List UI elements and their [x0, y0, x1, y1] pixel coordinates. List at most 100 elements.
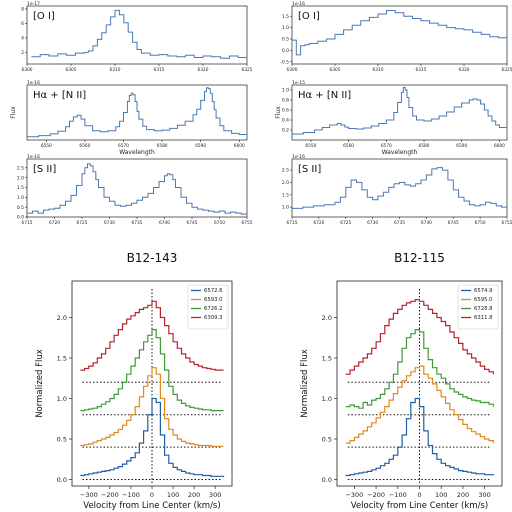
y-axis-label: Flux	[275, 106, 282, 119]
y-tick-label: 0.5	[282, 37, 289, 43]
y-tick-label: 1.0	[282, 205, 289, 211]
x-tick-label: 6580	[157, 143, 168, 149]
x-tick-label: 6570	[381, 143, 392, 149]
legend-entry: 6726.2	[204, 306, 223, 312]
x-tick-label: 6315	[416, 67, 427, 73]
y-tick-label: 0.0	[17, 215, 24, 221]
spectrum-panel-5: [S II] 1e-16 6715 6720 6725 6730 6735 6740 6745 6…	[282, 154, 512, 226]
panel-label: [O I]	[298, 11, 320, 22]
y-tick-label: 2.0	[282, 180, 289, 186]
x-tick-label: 0	[417, 491, 421, 499]
x-tick-label: 6550	[41, 143, 52, 149]
x-tick-label: 6320	[459, 67, 470, 73]
x-tick-label: 6730	[104, 220, 115, 226]
x-tick-label: 6735	[394, 220, 405, 226]
legend-entry: 6728.8	[474, 306, 493, 312]
x-axis-label: Velocity from Line Center (km/s)	[83, 501, 220, 511]
y-tick-label: 8	[21, 7, 24, 13]
spectrum-panel-3: [O I] 1e-16 6300 6305 6310 6315 6320 6325 -0.5 0.…	[280, 1, 512, 73]
object-title: B12-143	[127, 251, 178, 265]
x-tick-label: 100	[167, 491, 179, 499]
x-tick-label: 6590	[195, 143, 206, 149]
panel-label: [O I]	[33, 11, 55, 22]
offset-label: 1e-15	[292, 80, 305, 86]
x-tick-label: −300	[345, 491, 363, 499]
x-tick-label: 6755	[242, 220, 253, 226]
legend-entry: 6572.6	[204, 288, 223, 294]
x-tick-label: 6550	[305, 143, 316, 149]
x-tick-label: 6730	[367, 220, 378, 226]
spectrum-line	[292, 10, 508, 56]
y-tick-label: 1.0	[57, 395, 67, 403]
x-tick-label: 6755	[502, 220, 512, 226]
velocity-panel-0: B12-143 −300 −200 −100 0 100 200 300 0.0 0.5 1.0 1.…	[35, 251, 233, 511]
y-tick-label: 1.0	[282, 88, 289, 94]
x-tick-label: 6720	[49, 220, 60, 226]
x-tick-label: 6725	[340, 220, 351, 226]
y-tick-label: 1.5	[322, 354, 332, 362]
axes-frame	[26, 5, 248, 65]
x-tick-label: 6590	[456, 143, 467, 149]
offset-label: 1e-16	[27, 80, 40, 86]
x-tick-label: 6325	[502, 67, 512, 73]
series-line-6595.0	[345, 365, 494, 444]
y-tick-label: 0.0	[57, 476, 67, 484]
panel-label: [S II]	[298, 164, 321, 175]
legend-entry: 6309.3	[204, 315, 223, 321]
x-tick-label: 6745	[187, 220, 198, 226]
x-tick-label: 200	[188, 491, 200, 499]
panel-label: [S II]	[33, 164, 56, 175]
x-tick-label: −300	[80, 491, 98, 499]
x-tick-label: 100	[435, 491, 447, 499]
axes-frame	[291, 5, 508, 65]
x-tick-label: 0	[150, 491, 154, 499]
x-tick-label: 200	[457, 491, 469, 499]
y-tick-label: 6	[21, 21, 24, 27]
x-tick-label: 6305	[66, 67, 77, 73]
x-tick-label: 6310	[373, 67, 384, 73]
y-tick-label: -0.5	[280, 59, 289, 65]
x-tick-label: −200	[367, 491, 385, 499]
offset-label: 1e-16	[292, 1, 305, 7]
x-tick-label: 6600	[234, 143, 245, 149]
spectrum-line	[27, 163, 248, 215]
y-tick-label: 2.5	[17, 165, 24, 171]
axes-frame	[26, 158, 248, 218]
y-tick-label: 1.5	[282, 14, 289, 20]
x-tick-label: 6310	[110, 67, 121, 73]
x-tick-label: 6300	[287, 67, 298, 73]
y-tick-label: 1.0	[282, 25, 289, 31]
y-tick-label: 2.0	[17, 175, 24, 181]
x-axis-label: Wavelength	[119, 149, 155, 156]
y-tick-label: 0.8	[282, 98, 289, 104]
offset-label: 1e-16	[27, 154, 40, 160]
panel-label: Hα + [N II]	[298, 90, 351, 101]
spectrum-panel-0: [O I] 1e-17 6300 6305 6310 6315 6320 6325 2 4 6 8	[21, 1, 253, 73]
y-tick-label: 0.2	[282, 128, 289, 134]
y-tick-label: 2	[21, 50, 24, 56]
y-tick-label: 0.4	[282, 118, 289, 124]
axes-frame	[291, 84, 508, 141]
y-tick-label: 2.5	[282, 168, 289, 174]
x-tick-label: 6750	[475, 220, 486, 226]
spectrum-line	[27, 87, 248, 138]
legend: 6574.9 6595.0 6728.8 6311.8	[457, 284, 499, 330]
y-tick-label: 2.0	[322, 314, 332, 322]
x-tick-label: 6305	[330, 67, 341, 73]
x-tick-label: −100	[122, 491, 140, 499]
y-tick-label: 0.0	[322, 476, 332, 484]
legend-entry: 6593.0	[204, 297, 223, 303]
x-tick-label: 6725	[77, 220, 88, 226]
x-tick-label: 6720	[313, 220, 324, 226]
axes-frame	[291, 158, 508, 218]
y-axis-label: Flux	[10, 106, 17, 119]
series-line-6574.9	[345, 397, 494, 477]
spectrum-panel-4: Hα + [N II] 1e-15 6550 6560 6570 6580 6590 6600…	[275, 80, 508, 156]
x-tick-label: 6570	[118, 143, 129, 149]
x-tick-label: 6325	[242, 67, 253, 73]
y-tick-label: 1.0	[17, 195, 24, 201]
spectrum-line	[292, 167, 508, 209]
y-tick-label: 0.6	[282, 108, 289, 114]
x-tick-label: −200	[101, 491, 119, 499]
series-line-6572.6	[80, 397, 225, 478]
